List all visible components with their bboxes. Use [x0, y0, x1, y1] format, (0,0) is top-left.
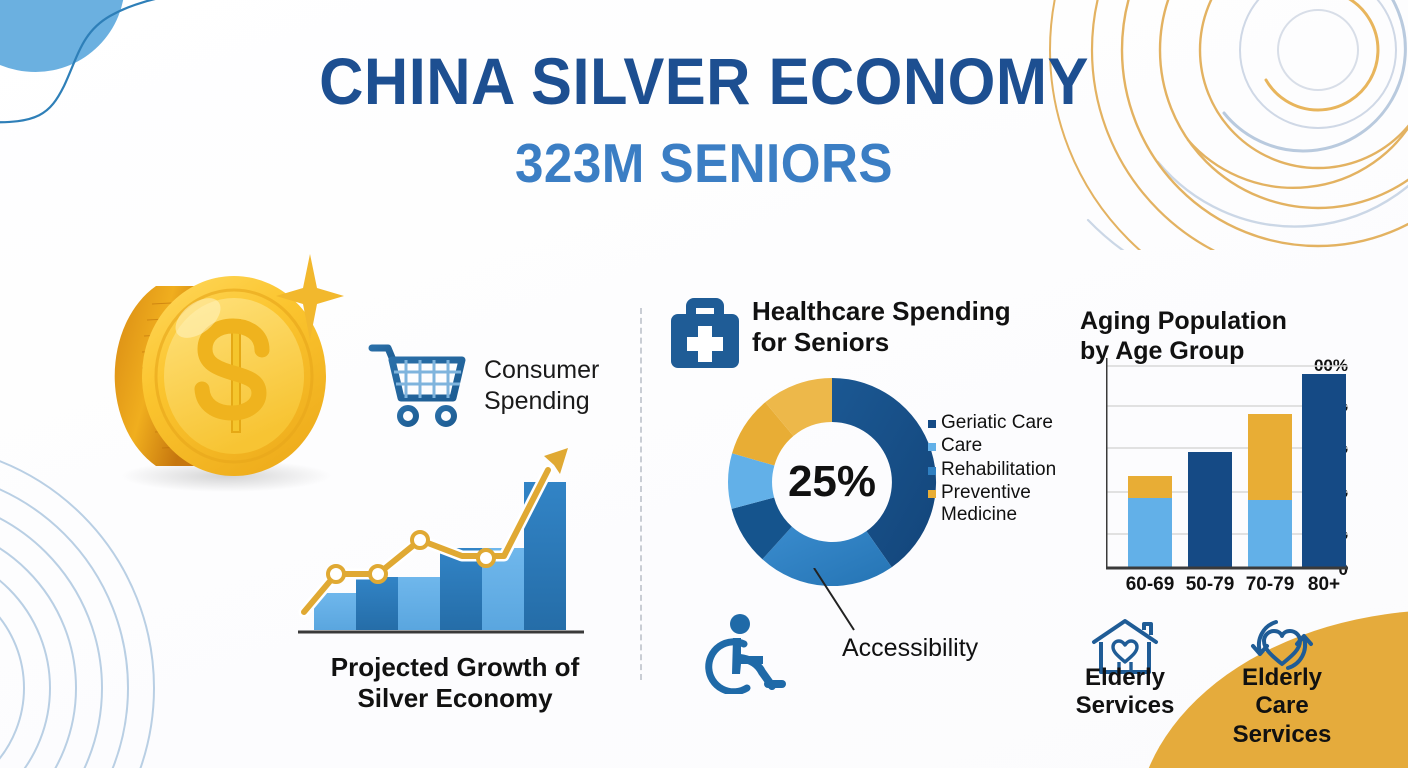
x-tick-label: 70-79 — [1245, 574, 1295, 595]
page-subtitle: 323M SENIORS — [515, 132, 893, 194]
legend-item: Geriatic Care — [928, 412, 1068, 433]
legend-swatch — [928, 443, 936, 452]
consumer-spending-label: Consumer Spending — [484, 356, 600, 415]
legend-swatch — [928, 420, 936, 428]
aging-x-axis-labels: 60-69 50-79 70-79 80+ — [1048, 574, 1348, 604]
legend-item: Rehabilitation — [928, 459, 1068, 480]
section-divider — [640, 308, 642, 680]
legend-item: Preventive Medicine — [928, 482, 1068, 525]
donut-legend: Geriatic Care Care Rehabilitation Preven… — [928, 412, 1068, 527]
x-tick-label: 50-79 — [1185, 574, 1235, 595]
gold-coin-dollar-icon — [114, 254, 344, 492]
header: CHINA SILVER ECONOMY 323M SENIORS — [0, 48, 1408, 191]
legend-swatch — [928, 490, 936, 499]
page-title: CHINA SILVER ECONOMY — [319, 44, 1089, 118]
legend-label: Care — [941, 435, 983, 457]
service-label: Elderly Services — [1075, 664, 1175, 720]
x-tick-label: 60-69 — [1125, 574, 1175, 595]
healthcare-donut-chart — [728, 378, 937, 587]
service-label: Elderly Care Services — [1232, 664, 1332, 748]
legend-swatch — [928, 466, 936, 475]
sparkle-icon — [276, 254, 344, 340]
aging-chart-title: Aging Population by Age Group — [1080, 307, 1287, 365]
decor-bottom-left-arcs — [0, 460, 155, 768]
growth-caption: Projected Growth of Silver Economy — [330, 652, 580, 713]
growth-markers — [326, 530, 496, 584]
healthcare-title: Healthcare Spending for Seniors — [752, 296, 1011, 357]
legend-label: Geriatic Care — [941, 412, 1053, 433]
legend-label: Rehabilitation — [941, 458, 1057, 480]
aging-bars-plot — [1106, 358, 1348, 570]
projected-growth-chart — [298, 448, 584, 634]
donut-segments — [728, 378, 937, 587]
accessibility-leader-line — [813, 568, 855, 631]
legend-label: Preventive Medicine — [941, 482, 1031, 525]
x-tick-label: 80+ — [1307, 574, 1341, 595]
legend-item: Care — [928, 435, 1068, 456]
shopping-cart-icon — [368, 344, 466, 427]
wheelchair-accessibility-icon — [705, 614, 786, 694]
medical-bag-icon — [671, 298, 739, 368]
decor-top-left-wave — [0, 0, 156, 124]
house-heart-icon — [1092, 619, 1158, 674]
aging-population-chart: 00% 20% 25% 10% 0% 0 — [1048, 356, 1348, 579]
heart-refresh-icon — [1251, 620, 1313, 670]
donut-center-value: 25% — [787, 457, 877, 506]
decor-top-right-arcs — [1049, 0, 1408, 250]
accessibility-label: Accessibility — [842, 634, 979, 662]
